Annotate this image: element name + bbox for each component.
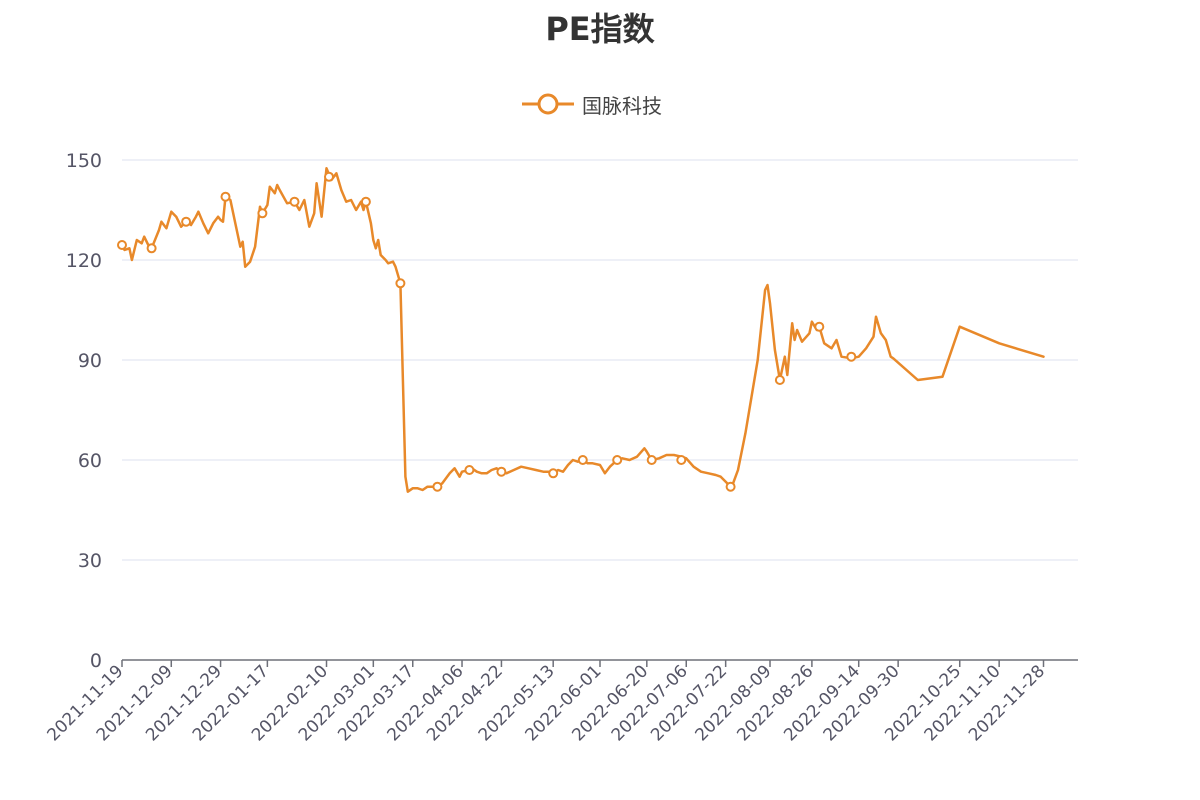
data-point [464,465,475,475]
data-point [146,243,157,254]
chart-title: PE指数 [545,10,655,48]
y-tick-label: 150 [66,150,102,172]
data-point [612,455,623,465]
data-point [646,455,657,465]
data-point [577,455,588,465]
data-point [725,481,736,492]
y-tick-label: 90 [78,350,102,372]
data-point [774,375,785,385]
data-point [360,196,371,207]
legend-label: 国脉科技 [582,93,662,118]
grid-lines [122,159,1078,561]
x-axis: 2021-11-192021-12-092021-12-292022-01-17… [44,659,1078,745]
y-axis: 0 30 60 90 120 150 [66,150,102,672]
data-point [548,468,559,479]
data-point [846,351,857,362]
data-point [432,481,443,492]
data-point [289,196,300,207]
data-point [257,208,268,219]
data-point [496,466,507,477]
circle-line-icon [522,93,574,115]
data-point [324,171,334,182]
data-point [676,455,687,465]
y-tick-label: 30 [78,550,102,572]
legend[interactable]: 国脉科技 [520,86,662,122]
y-tick-label: 120 [66,250,102,272]
data-point [814,321,825,332]
data-point [220,191,231,202]
series-layer [117,167,1045,493]
data-point [395,278,406,289]
data-point [181,216,192,227]
y-tick-label: 60 [78,450,102,472]
data-point [117,240,127,250]
y-tick-label: 0 [90,650,102,672]
